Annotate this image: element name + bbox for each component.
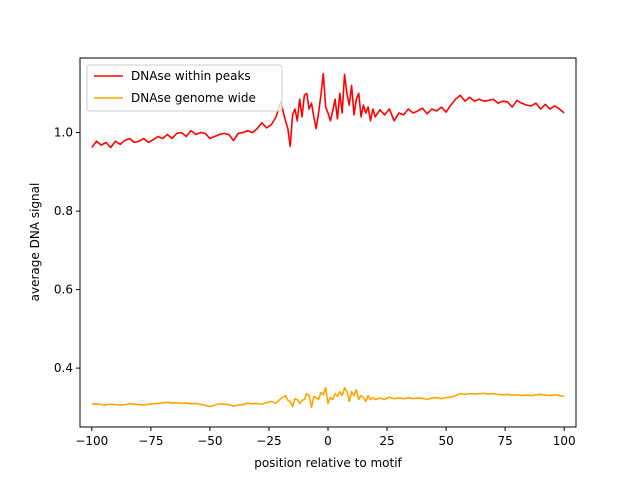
y-tick-label: 1.0 [54, 126, 73, 140]
y-axis-label: average DNA signal [28, 183, 42, 302]
y-axis-ticks: 0.4 0.6 0.8 1.0 [54, 126, 80, 375]
x-axis-label: position relative to motif [254, 456, 402, 470]
x-tick-label: 0 [324, 434, 332, 448]
x-tick-label: 75 [498, 434, 513, 448]
x-tick-label: 50 [438, 434, 453, 448]
series-lines [91, 72, 565, 409]
series-line-0 [91, 72, 565, 149]
legend: DNAse within peaks DNAse genome wide [86, 64, 283, 112]
x-tick-label: −50 [197, 434, 222, 448]
y-tick-label: 0.6 [54, 283, 73, 297]
legend-label-genome-wide: DNAse genome wide [131, 91, 256, 105]
series-line-1 [91, 386, 565, 409]
x-tick-label: −25 [256, 434, 281, 448]
legend-label-within-peaks: DNAse within peaks [131, 69, 251, 83]
x-tick-label: 100 [553, 434, 576, 448]
legend-box [86, 64, 283, 112]
x-tick-label: 25 [379, 434, 394, 448]
y-tick-label: 0.8 [54, 204, 73, 218]
x-tick-label: −100 [75, 434, 108, 448]
x-axis-ticks: −100 −75 −50 −25 0 25 50 75 100 [75, 427, 576, 448]
y-tick-label: 0.4 [54, 361, 73, 375]
x-tick-label: −75 [138, 434, 163, 448]
